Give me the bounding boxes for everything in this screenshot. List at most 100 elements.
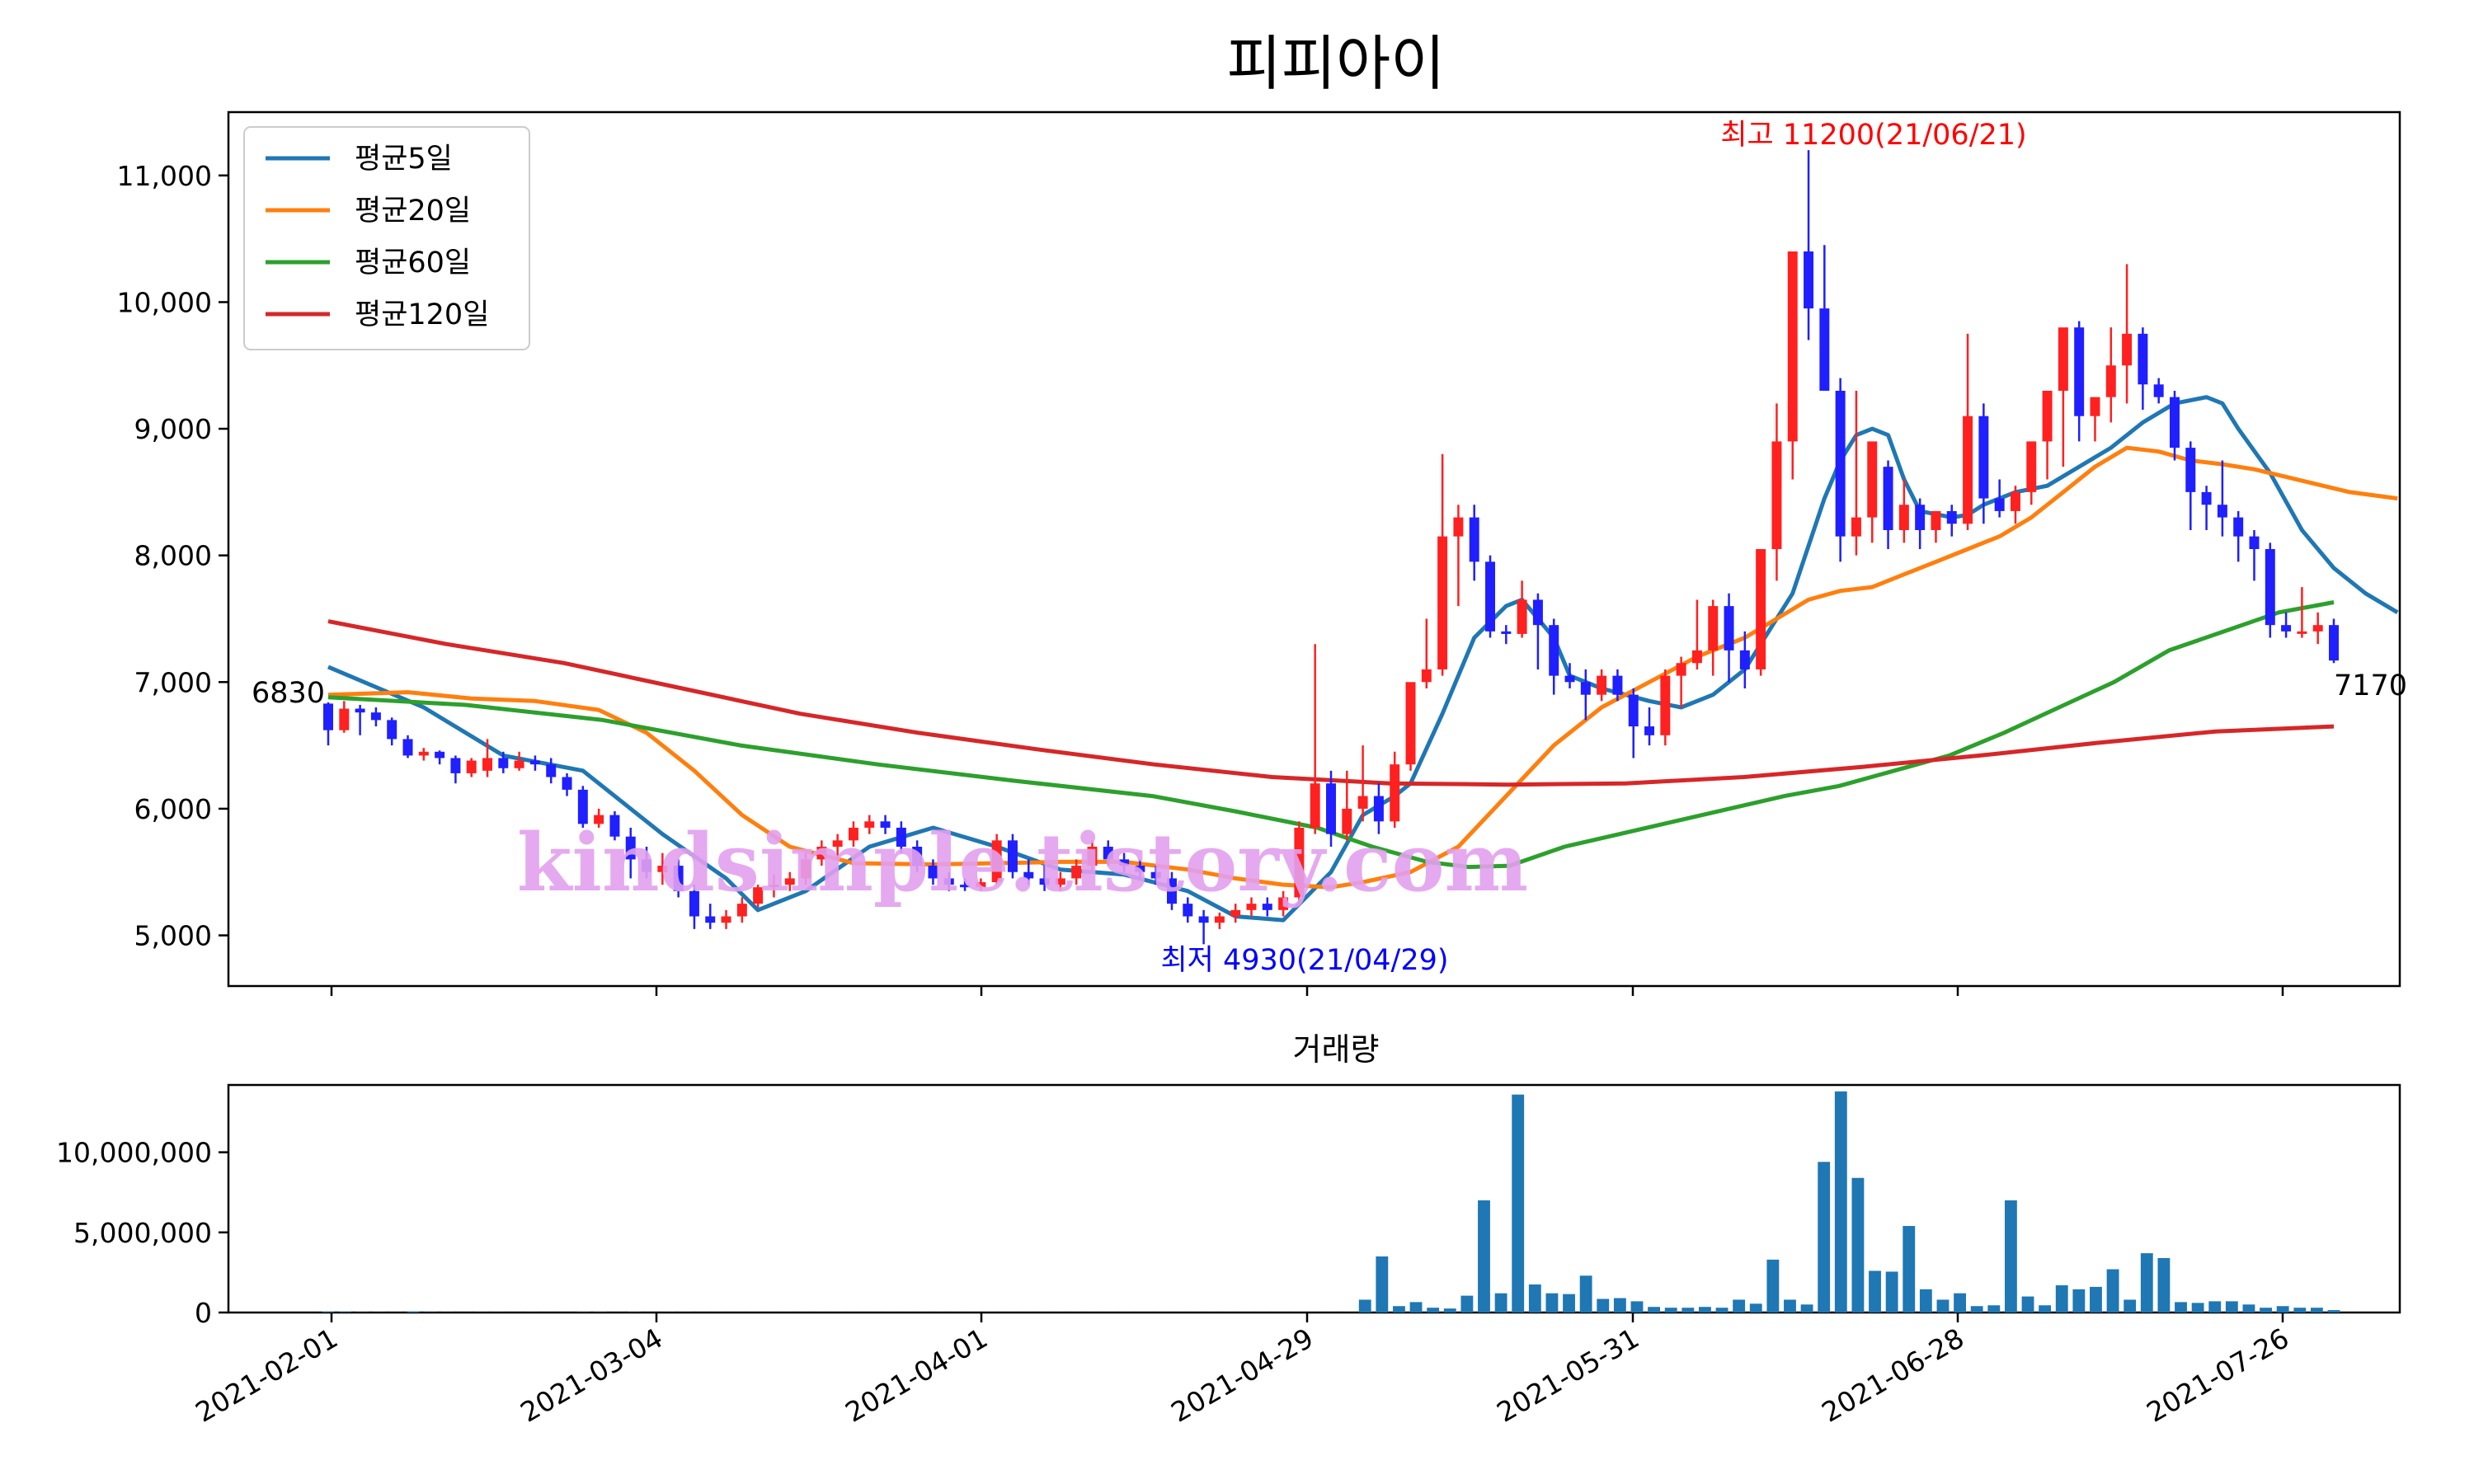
volume-bar (2293, 1308, 2307, 1313)
candle-body (912, 847, 923, 866)
candle-body (991, 840, 1002, 883)
candle-body (880, 821, 891, 828)
candle-body (1597, 675, 1607, 695)
candle-body (562, 777, 572, 790)
xtick-label: 2021-05-31 (1491, 1322, 1644, 1429)
candle-body (1517, 599, 1527, 634)
candle-body (387, 720, 397, 740)
candle-body (418, 751, 429, 756)
candle-body (1724, 606, 1734, 650)
ma-line-1 (327, 445, 2398, 890)
candle-body (594, 815, 604, 824)
candle-body (514, 760, 524, 768)
candle-body (370, 712, 381, 721)
candle-body (2042, 390, 2053, 442)
candle-body (1835, 390, 1846, 537)
volume-bar (1784, 1299, 1796, 1313)
candle-body (1819, 308, 1830, 391)
volume-bar (1715, 1308, 1729, 1313)
candle-body (1771, 441, 1782, 549)
watermark: kindsimple.tistory.com (517, 816, 1528, 909)
volume-bar (1443, 1308, 1456, 1313)
candle-body (1262, 904, 1272, 910)
candle-body (1183, 904, 1193, 917)
candle-body (2122, 333, 2133, 366)
price-ytick-label: 6,000 (134, 793, 212, 825)
volume-bar (2208, 1301, 2222, 1313)
candle-body (2249, 536, 2260, 549)
legend-box (243, 126, 530, 350)
volume-bar (1733, 1299, 1746, 1313)
candle-body (529, 760, 540, 765)
candle-body (1915, 505, 1926, 530)
volume-title: 거래량 (1293, 1031, 1380, 1068)
price-ytick-label: 7,000 (134, 666, 212, 698)
price-plot-frame (227, 110, 2401, 988)
candle-body (673, 866, 684, 891)
candle-body (976, 882, 986, 888)
candle-body (625, 836, 636, 860)
chart-title: 피피아이 (1227, 29, 1446, 98)
candle-body (435, 751, 445, 758)
price-ytick-label: 5,000 (134, 920, 212, 952)
volume-bar (2157, 1257, 2171, 1313)
volume-bar (1869, 1270, 1881, 1313)
candle-body (1469, 517, 1479, 562)
candle-body (1564, 675, 1575, 683)
volume-bar (2327, 1310, 2340, 1313)
volume-bar (2039, 1305, 2052, 1313)
volume-bar (1579, 1275, 1592, 1313)
volume-bar (1699, 1307, 1711, 1313)
candle-body (1150, 871, 1161, 879)
candle-body (1167, 878, 1177, 904)
candle-body (1071, 866, 1082, 879)
candle-body (721, 916, 731, 923)
candle-body (1787, 251, 1798, 442)
candle-body (2217, 505, 2227, 518)
volume-plot-frame (227, 1083, 2401, 1314)
volume-bar (1851, 1177, 1865, 1313)
candle-body (1963, 416, 1973, 524)
volume-bar (2225, 1301, 2238, 1313)
candle-body (339, 708, 350, 730)
volume-bar (1800, 1304, 1813, 1313)
candle-body (1230, 909, 1241, 917)
volume-bar (1393, 1306, 1405, 1313)
candle-body (1756, 549, 1766, 669)
candle-body (1532, 599, 1543, 626)
volume-bar (1613, 1298, 1626, 1313)
candle-body (1039, 878, 1050, 885)
candle-body (784, 878, 795, 885)
candle-body (1644, 726, 1655, 735)
volume-bar (2072, 1289, 2086, 1313)
candle-body (1294, 827, 1305, 898)
price-ytick-label: 8,000 (134, 540, 212, 572)
price-ytick-label: 10,000 (117, 286, 212, 318)
volume-bar (1409, 1302, 1423, 1313)
candle-body (2312, 625, 2323, 632)
candle-body (689, 890, 699, 917)
volume-bar (1563, 1294, 1575, 1313)
candle-body (466, 760, 477, 773)
volume-bar (339, 1312, 352, 1313)
candle-body (402, 739, 413, 756)
volume-bar (1545, 1293, 1559, 1313)
volume-bar (1766, 1259, 1780, 1313)
candle-body (1867, 441, 1878, 518)
candle-body (1342, 808, 1352, 834)
price-x-axis (330, 986, 2284, 996)
volume-bar (2260, 1308, 2272, 1313)
candle-body (832, 840, 843, 848)
ma-line-2 (327, 600, 2335, 870)
volume-bar (2276, 1306, 2289, 1313)
candle-body (1198, 916, 1209, 923)
candle-body (1676, 663, 1686, 676)
candle-body (1898, 505, 1909, 530)
candle-body (1739, 650, 1750, 669)
candle-body (577, 789, 588, 824)
xtick-label: 2021-03-04 (515, 1322, 668, 1429)
candle-body (1628, 694, 1639, 727)
candle-body (1485, 561, 1495, 632)
volume-bar (1358, 1299, 1371, 1313)
volume-bar (1460, 1295, 1474, 1313)
